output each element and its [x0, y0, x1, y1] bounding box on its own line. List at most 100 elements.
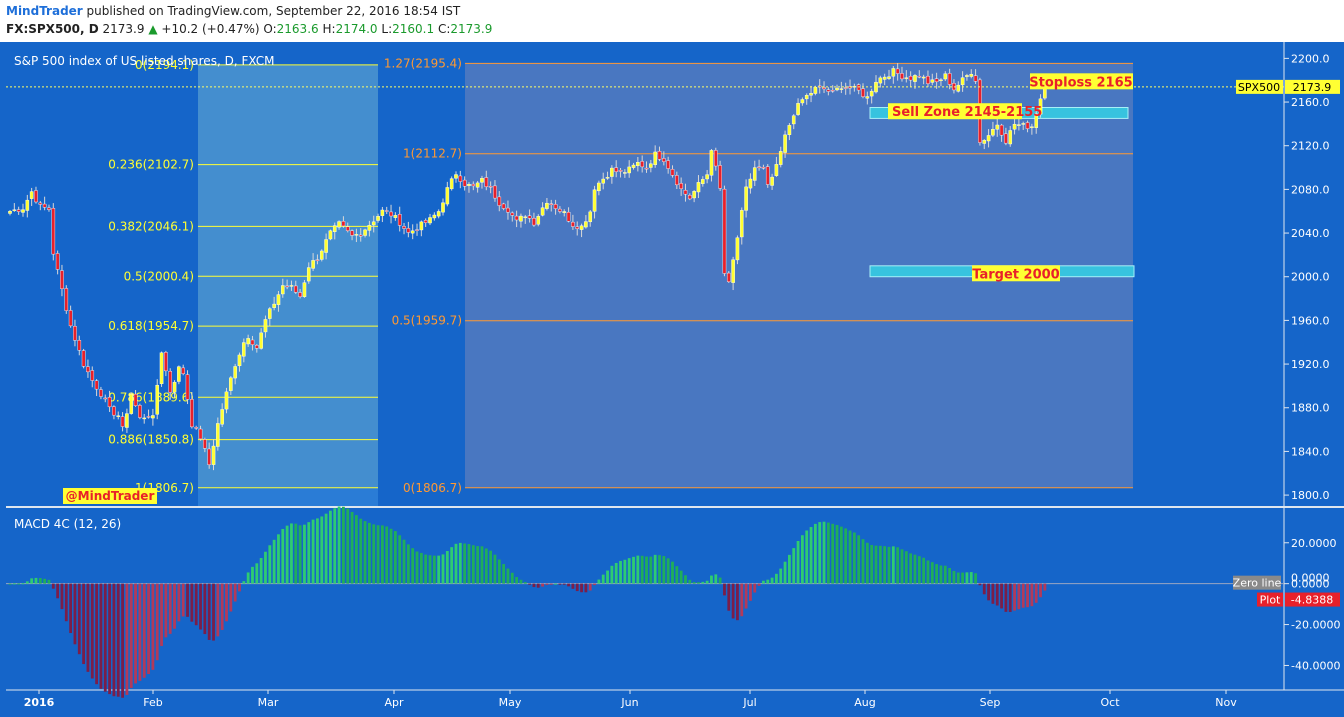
candle [804, 93, 809, 105]
candle [280, 278, 285, 298]
macd-bar [545, 583, 549, 585]
candle [293, 280, 298, 295]
candle [765, 164, 770, 188]
candle [198, 425, 203, 441]
macd-bar [121, 583, 124, 698]
macd-bar [329, 510, 332, 584]
plot-name-label: Plot [1260, 594, 1281, 607]
macd-bar [926, 560, 930, 584]
candle [324, 233, 328, 260]
macd-bar [1039, 583, 1042, 598]
candle [960, 71, 965, 92]
macd-bar [1021, 583, 1025, 608]
candle [856, 83, 861, 95]
macd-bar [419, 552, 423, 584]
macd-bar [900, 549, 904, 584]
candle [826, 87, 831, 96]
candle [865, 91, 870, 105]
candle [696, 175, 701, 199]
candle [926, 70, 930, 88]
macd-bar [415, 551, 419, 584]
macd-bar [277, 534, 280, 584]
candle [233, 363, 237, 385]
candle [1021, 121, 1026, 131]
author-name[interactable]: MindTrader [6, 4, 83, 18]
time-tick-label: Feb [143, 696, 162, 709]
macd-bar [316, 518, 319, 584]
chart-canvas[interactable]: 0(2194.1) 0.236(2102.7) 0.382(2046.1) 0.5(2… [0, 42, 1344, 717]
candle [701, 176, 705, 187]
candle [454, 171, 458, 183]
macd-bar [177, 583, 181, 622]
candle [371, 215, 376, 233]
macd-bar [818, 522, 822, 584]
macd-bar [454, 543, 458, 584]
macd-bar [229, 583, 233, 612]
candle [458, 170, 463, 189]
candle [64, 285, 69, 314]
candle [705, 169, 709, 184]
time-tick-label: May [499, 696, 522, 709]
macd-bar [342, 506, 345, 584]
macd-bar [965, 572, 969, 584]
macd-bar [917, 556, 921, 584]
candle [601, 172, 606, 190]
candle [341, 216, 346, 228]
zero-line-label: Zero line [1233, 577, 1282, 590]
candle [843, 82, 848, 95]
candle [501, 202, 506, 211]
plot-name-tag [1257, 592, 1283, 607]
candle [597, 180, 601, 196]
time-axis[interactable]: 2016 Feb Mar Apr May Jun Jul Aug Sep Oct Nov [24, 690, 1238, 709]
symbol-label[interactable]: FX:SPX500, D [6, 22, 99, 36]
macd-bar [857, 535, 861, 584]
candle [8, 209, 12, 216]
macd-bar [8, 583, 12, 585]
price-axis[interactable]: 2200.0 2160.0 2120.0 2080.0 2040.0 2000.0 1960… [1284, 52, 1330, 502]
candle [688, 193, 692, 201]
close-value: 2173.9 [450, 22, 493, 36]
candle [930, 73, 935, 86]
macd-bar [233, 583, 237, 602]
candle [68, 305, 73, 328]
macd-bar [380, 525, 384, 584]
macd-bar [896, 547, 900, 584]
macd-bar [497, 559, 501, 584]
candle [445, 181, 450, 207]
macd-bar [813, 523, 817, 584]
macd-bar [112, 583, 116, 697]
last-price: 2173.9 [102, 22, 145, 36]
macd-axis[interactable]: 20.0000 0.0000 -20.0000 -40.0000 [1284, 537, 1340, 673]
candle [519, 213, 523, 228]
macd-bar [541, 583, 544, 587]
macd-bar [922, 557, 926, 584]
macd-bar [904, 551, 908, 584]
candle [540, 202, 545, 217]
macd-bar [47, 579, 51, 584]
macd-histogram [6, 506, 1284, 698]
open-label: O: [263, 22, 277, 36]
candle [640, 155, 644, 173]
candle [363, 228, 367, 238]
price-change: +10.2 (+0.47%) [161, 22, 260, 36]
candle [151, 408, 155, 426]
macd-bar [69, 583, 73, 634]
candle [778, 146, 783, 168]
macd-bar [199, 583, 202, 630]
macd-bar [679, 570, 683, 584]
fib-extension[interactable]: 1.27(2195.4) 1(2112.7) 0.5(1959.7) 0(1806.7… [384, 56, 1133, 495]
candle [891, 66, 896, 84]
fib-level-label: 0.5(1959.7) [392, 314, 462, 328]
macd-bar [883, 546, 887, 584]
candle [302, 279, 307, 298]
candle [90, 366, 95, 388]
price-tick-label: 1920.0 [1291, 358, 1330, 371]
macd-bar [350, 511, 354, 584]
macd-bar [822, 521, 826, 584]
macd-bar [770, 577, 774, 584]
candle [709, 148, 714, 182]
price-tick-label: 1800.0 [1291, 489, 1330, 502]
macd-bar [303, 524, 306, 584]
candle [345, 222, 350, 233]
candle [99, 386, 103, 400]
